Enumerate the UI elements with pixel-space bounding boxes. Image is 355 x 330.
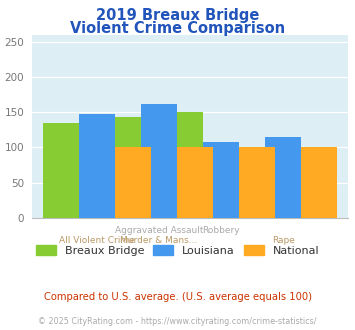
Bar — [203, 143, 239, 218]
Text: Compared to U.S. average. (U.S. average equals 100): Compared to U.S. average. (U.S. average … — [44, 292, 311, 302]
Bar — [167, 112, 203, 218]
Text: Violent Crime Comparison: Violent Crime Comparison — [70, 21, 285, 36]
Bar — [177, 147, 213, 218]
Text: All Violent Crime: All Violent Crime — [59, 236, 135, 245]
Bar — [229, 176, 265, 218]
Bar — [301, 147, 337, 218]
Text: © 2025 CityRating.com - https://www.cityrating.com/crime-statistics/: © 2025 CityRating.com - https://www.city… — [38, 317, 317, 326]
Text: 2019 Breaux Bridge: 2019 Breaux Bridge — [96, 8, 259, 23]
Bar — [43, 123, 79, 218]
Text: Aggravated Assault: Aggravated Assault — [115, 226, 203, 235]
Bar — [239, 147, 275, 218]
Bar — [105, 117, 141, 218]
Bar — [79, 114, 115, 218]
Text: Rape: Rape — [272, 236, 295, 245]
Text: Murder & Mans...: Murder & Mans... — [120, 236, 197, 245]
Bar — [265, 137, 301, 218]
Text: Robbery: Robbery — [202, 226, 240, 235]
Bar — [115, 147, 151, 218]
Bar — [141, 104, 177, 218]
Legend: Breaux Bridge, Louisiana, National: Breaux Bridge, Louisiana, National — [31, 241, 324, 260]
